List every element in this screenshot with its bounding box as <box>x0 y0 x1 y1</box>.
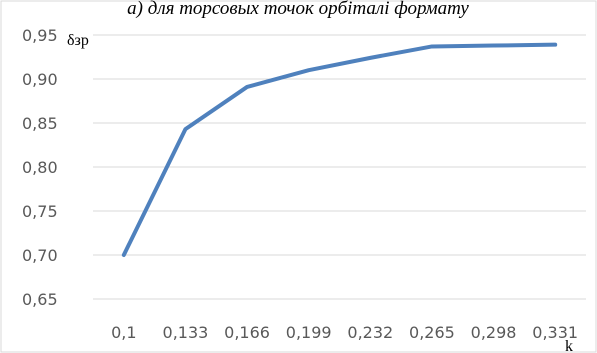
y-tick-label: 0,65 <box>22 290 58 309</box>
x-axis-label: k <box>565 338 573 353</box>
x-tick-labels: 0,1 0,133 0,166 0,199 0,232 0,265 0,298 0,331 <box>111 323 578 342</box>
series-group <box>121 42 558 257</box>
x-tick-label: 0,166 <box>224 323 270 342</box>
y-tick-label: 0,80 <box>22 158 58 177</box>
x-tick-label: 0,232 <box>347 323 393 342</box>
y-tick-label: 0,75 <box>22 202 58 221</box>
y-tick-labels: 0,65 0,70 0,75 0,80 0,85 0,90 0,95 <box>22 26 58 309</box>
x-tick-label: 0,265 <box>409 323 455 342</box>
x-tick-label: 0,133 <box>163 323 209 342</box>
series-line <box>121 42 558 257</box>
y-tick-label: 0,90 <box>22 70 58 89</box>
y-tick-label: 0,70 <box>22 246 58 265</box>
x-tick-label: 0,331 <box>532 323 578 342</box>
y-tick-label: 0,95 <box>22 26 58 45</box>
chart-caption: a) для торсовых точок орбіталі формату <box>127 0 469 19</box>
x-tick-label: 0,1 <box>111 323 136 342</box>
y-axis-label: δзр <box>67 32 89 49</box>
gridlines <box>93 34 586 300</box>
y-tick-label: 0,85 <box>22 114 58 133</box>
x-tick-label: 0,199 <box>286 323 332 342</box>
x-tick-label: 0,298 <box>471 323 517 342</box>
